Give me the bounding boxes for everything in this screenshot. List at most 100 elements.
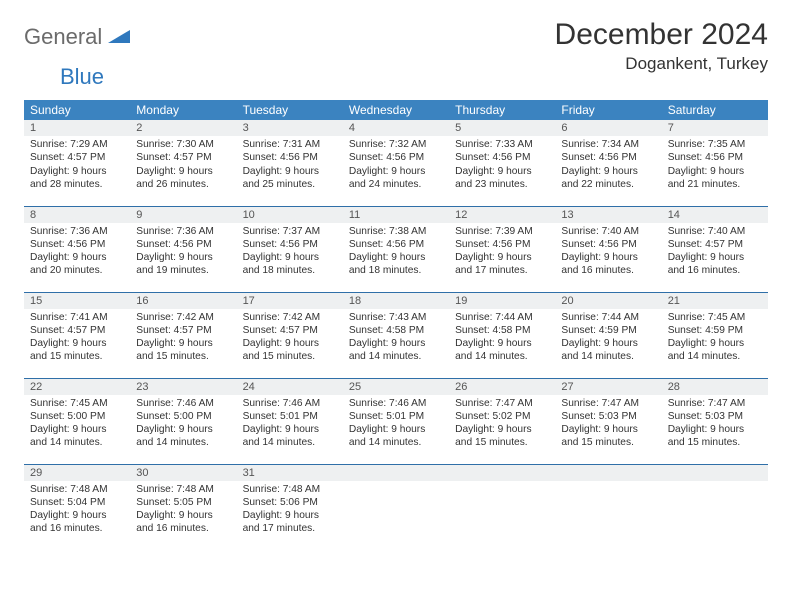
weekday-header: Sunday (24, 100, 130, 120)
sunset-text: Sunset: 4:57 PM (30, 324, 124, 337)
day-body: Sunrise: 7:48 AMSunset: 5:05 PMDaylight:… (130, 481, 236, 540)
calendar-cell: 24Sunrise: 7:46 AMSunset: 5:01 PMDayligh… (237, 378, 343, 464)
sunset-text: Sunset: 4:56 PM (136, 238, 230, 251)
day-body: Sunrise: 7:38 AMSunset: 4:56 PMDaylight:… (343, 223, 449, 282)
day-body: Sunrise: 7:40 AMSunset: 4:56 PMDaylight:… (555, 223, 661, 282)
empty-day (662, 465, 768, 481)
sunset-text: Sunset: 4:56 PM (455, 151, 549, 164)
daylight-line2: and 16 minutes. (561, 264, 655, 277)
sunset-text: Sunset: 4:57 PM (30, 151, 124, 164)
daylight-line1: Daylight: 9 hours (668, 423, 762, 436)
daylight-line2: and 18 minutes. (349, 264, 443, 277)
day-number: 19 (449, 293, 555, 309)
day-body: Sunrise: 7:46 AMSunset: 5:01 PMDaylight:… (343, 395, 449, 454)
sunrise-text: Sunrise: 7:48 AM (30, 483, 124, 496)
daylight-line2: and 15 minutes. (561, 436, 655, 449)
day-body: Sunrise: 7:47 AMSunset: 5:03 PMDaylight:… (555, 395, 661, 454)
sunrise-text: Sunrise: 7:40 AM (561, 225, 655, 238)
daylight-line1: Daylight: 9 hours (243, 337, 337, 350)
day-number: 5 (449, 120, 555, 136)
daylight-line1: Daylight: 9 hours (455, 165, 549, 178)
sunset-text: Sunset: 5:03 PM (668, 410, 762, 423)
calendar-cell (343, 464, 449, 550)
day-number: 27 (555, 379, 661, 395)
sunset-text: Sunset: 4:56 PM (243, 151, 337, 164)
empty-day (449, 465, 555, 481)
sunrise-text: Sunrise: 7:42 AM (136, 311, 230, 324)
calendar-row: 29Sunrise: 7:48 AMSunset: 5:04 PMDayligh… (24, 464, 768, 550)
day-body: Sunrise: 7:46 AMSunset: 5:01 PMDaylight:… (237, 395, 343, 454)
calendar-cell: 20Sunrise: 7:44 AMSunset: 4:59 PMDayligh… (555, 292, 661, 378)
calendar-cell: 29Sunrise: 7:48 AMSunset: 5:04 PMDayligh… (24, 464, 130, 550)
day-number: 14 (662, 207, 768, 223)
calendar-cell: 10Sunrise: 7:37 AMSunset: 4:56 PMDayligh… (237, 206, 343, 292)
day-number: 18 (343, 293, 449, 309)
sunset-text: Sunset: 4:56 PM (243, 238, 337, 251)
sunrise-text: Sunrise: 7:36 AM (30, 225, 124, 238)
sunrise-text: Sunrise: 7:36 AM (136, 225, 230, 238)
calendar-cell: 31Sunrise: 7:48 AMSunset: 5:06 PMDayligh… (237, 464, 343, 550)
calendar-cell: 8Sunrise: 7:36 AMSunset: 4:56 PMDaylight… (24, 206, 130, 292)
month-title: December 2024 (555, 18, 768, 52)
day-number: 17 (237, 293, 343, 309)
sunrise-text: Sunrise: 7:44 AM (455, 311, 549, 324)
sunset-text: Sunset: 5:00 PM (136, 410, 230, 423)
calendar-cell (555, 464, 661, 550)
calendar-cell: 28 Sunrise: 7:47 AMSunset: 5:03 PMDayligh… (662, 378, 768, 464)
logo-text-blue: Blue (60, 64, 104, 89)
daylight-line1: Daylight: 9 hours (136, 165, 230, 178)
title-block: December 2024 Dogankent, Turkey (555, 18, 768, 74)
calendar-cell: 22Sunrise: 7:45 AMSunset: 5:00 PMDayligh… (24, 378, 130, 464)
sunrise-text: Sunrise: 7:30 AM (136, 138, 230, 151)
day-body: Sunrise: 7:45 AMSunset: 5:00 PMDaylight:… (24, 395, 130, 454)
sunrise-text: Sunrise: 7:39 AM (455, 225, 549, 238)
sunrise-text: Sunrise: 7:47 AM (668, 397, 762, 410)
calendar-cell: 18Sunrise: 7:43 AMSunset: 4:58 PMDayligh… (343, 292, 449, 378)
day-body: Sunrise: 7:36 AMSunset: 4:56 PMDaylight:… (130, 223, 236, 282)
logo: General (24, 24, 132, 50)
daylight-line1: Daylight: 9 hours (455, 337, 549, 350)
day-body: Sunrise: 7:42 AMSunset: 4:57 PMDaylight:… (130, 309, 236, 368)
daylight-line2: and 14 minutes. (349, 436, 443, 449)
empty-day (555, 465, 661, 481)
calendar-row: 15Sunrise: 7:41 AMSunset: 4:57 PMDayligh… (24, 292, 768, 378)
daylight-line1: Daylight: 9 hours (349, 165, 443, 178)
sunrise-text: Sunrise: 7:48 AM (136, 483, 230, 496)
daylight-line2: and 17 minutes. (455, 264, 549, 277)
calendar-cell: 16Sunrise: 7:42 AMSunset: 4:57 PMDayligh… (130, 292, 236, 378)
daylight-line2: and 25 minutes. (243, 178, 337, 191)
sunrise-text: Sunrise: 7:43 AM (349, 311, 443, 324)
day-number: 15 (24, 293, 130, 309)
sunrise-text: Sunrise: 7:46 AM (243, 397, 337, 410)
calendar-cell: 11Sunrise: 7:38 AMSunset: 4:56 PMDayligh… (343, 206, 449, 292)
sunset-text: Sunset: 4:56 PM (455, 238, 549, 251)
weekday-header: Thursday (449, 100, 555, 120)
daylight-line2: and 16 minutes. (30, 522, 124, 535)
calendar-cell: 15Sunrise: 7:41 AMSunset: 4:57 PMDayligh… (24, 292, 130, 378)
daylight-line2: and 15 minutes. (668, 436, 762, 449)
daylight-line2: and 15 minutes. (243, 350, 337, 363)
sunrise-text: Sunrise: 7:33 AM (455, 138, 549, 151)
day-number: 30 (130, 465, 236, 481)
day-number: 12 (449, 207, 555, 223)
day-number: 28 (662, 379, 768, 395)
day-number: 9 (130, 207, 236, 223)
daylight-line1: Daylight: 9 hours (668, 251, 762, 264)
daylight-line2: and 22 minutes. (561, 178, 655, 191)
day-number: 11 (343, 207, 449, 223)
location: Dogankent, Turkey (555, 54, 768, 74)
weekday-header: Saturday (662, 100, 768, 120)
calendar-row: 8Sunrise: 7:36 AMSunset: 4:56 PMDaylight… (24, 206, 768, 292)
calendar-cell (662, 464, 768, 550)
day-body: Sunrise: 7:39 AMSunset: 4:56 PMDaylight:… (449, 223, 555, 282)
day-body: Sunrise: 7:31 AMSunset: 4:56 PMDaylight:… (237, 136, 343, 195)
daylight-line1: Daylight: 9 hours (561, 423, 655, 436)
day-body: Sunrise: 7:34 AMSunset: 4:56 PMDaylight:… (555, 136, 661, 195)
sunset-text: Sunset: 4:57 PM (136, 324, 230, 337)
logo-text-general: General (24, 24, 102, 50)
day-body: Sunrise: 7:45 AMSunset: 4:59 PMDaylight:… (662, 309, 768, 368)
calendar-cell: 21Sunrise: 7:45 AMSunset: 4:59 PMDayligh… (662, 292, 768, 378)
sunset-text: Sunset: 4:56 PM (561, 238, 655, 251)
daylight-line2: and 17 minutes. (243, 522, 337, 535)
sunset-text: Sunset: 4:57 PM (668, 238, 762, 251)
